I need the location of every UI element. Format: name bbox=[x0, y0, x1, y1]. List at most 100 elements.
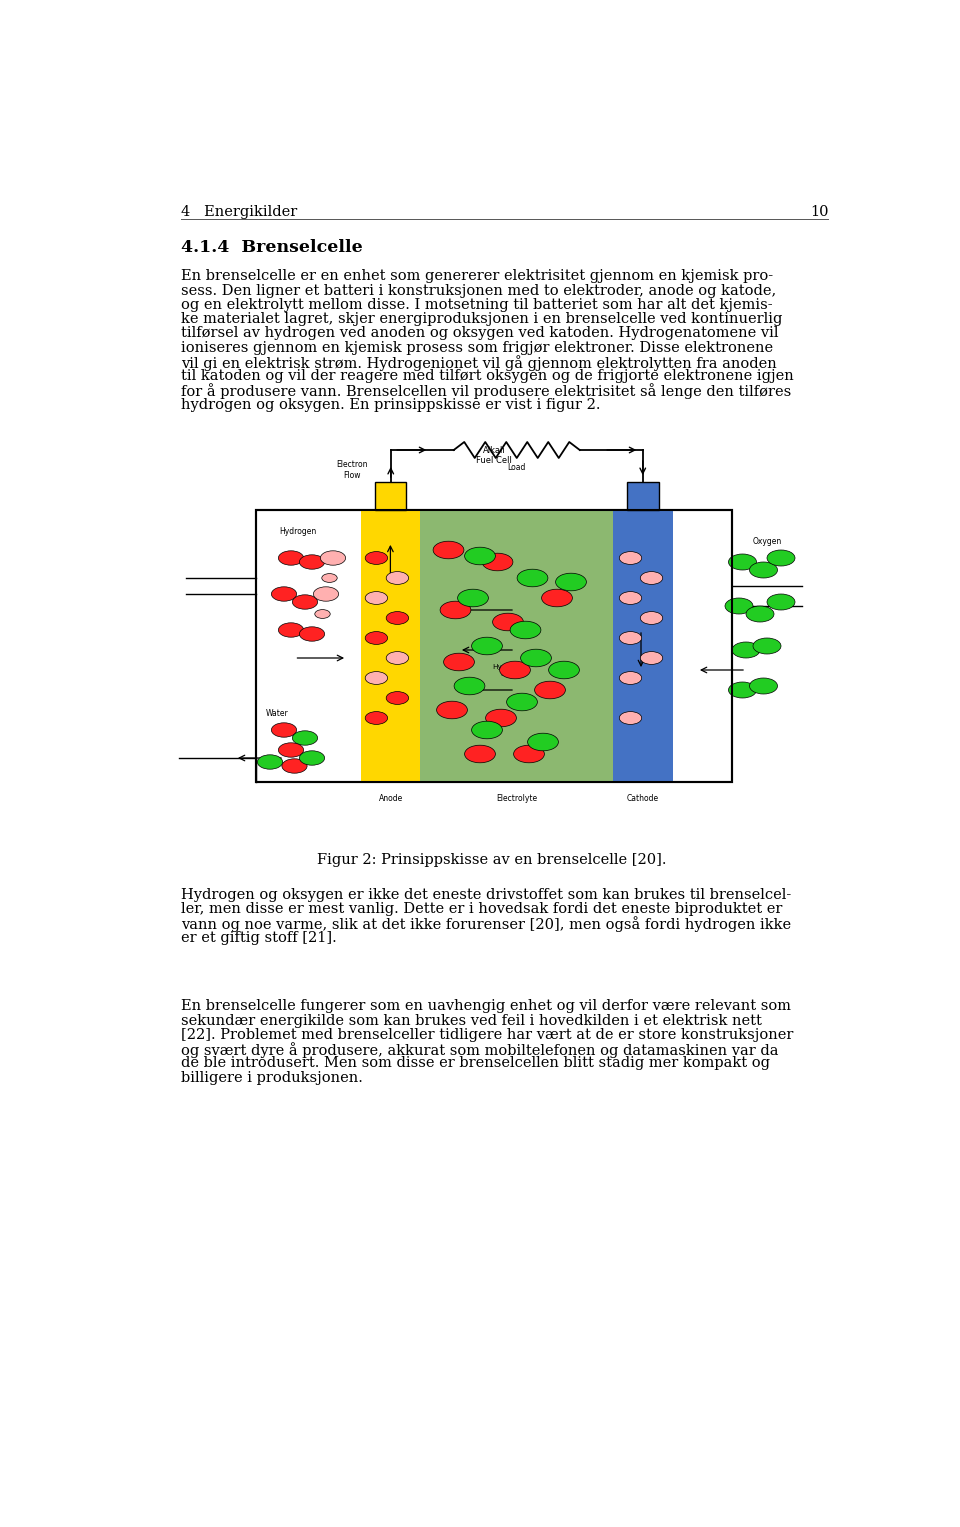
Text: hydrogen og oksygen. En prinsippskisse er vist i figur 2.: hydrogen og oksygen. En prinsippskisse e… bbox=[181, 397, 601, 412]
Circle shape bbox=[282, 759, 307, 773]
Circle shape bbox=[293, 731, 318, 745]
Text: Oxygen: Oxygen bbox=[753, 538, 781, 547]
Circle shape bbox=[541, 589, 572, 606]
Circle shape bbox=[640, 612, 662, 625]
Circle shape bbox=[386, 612, 409, 625]
Circle shape bbox=[619, 712, 641, 724]
Circle shape bbox=[278, 623, 303, 637]
Circle shape bbox=[640, 571, 662, 585]
Circle shape bbox=[517, 570, 548, 586]
Text: vann og noe varme, slik at det ikke forurenser [20], men også fordi hydrogen ikk: vann og noe varme, slik at det ikke foru… bbox=[181, 916, 791, 931]
Circle shape bbox=[313, 586, 339, 602]
Circle shape bbox=[732, 641, 760, 658]
Text: Anode: Anode bbox=[378, 794, 403, 803]
Circle shape bbox=[729, 554, 756, 570]
Circle shape bbox=[465, 745, 495, 764]
Circle shape bbox=[440, 602, 471, 618]
Text: [22]. Problemet med brenselceller tidligere har vært at de er store konstruksjon: [22]. Problemet med brenselceller tidlig… bbox=[181, 1028, 793, 1041]
Circle shape bbox=[482, 553, 513, 571]
Text: Figur 2: Prinsippskisse av en brenselcelle [20].: Figur 2: Prinsippskisse av en brenselcel… bbox=[317, 854, 667, 867]
Text: 4   Energikilder: 4 Energikilder bbox=[181, 205, 298, 218]
Circle shape bbox=[300, 626, 324, 641]
Circle shape bbox=[528, 733, 559, 751]
Text: og svært dyre å produsere, akkurat som mobiltelefonen og datamaskinen var da: og svært dyre å produsere, akkurat som m… bbox=[181, 1041, 779, 1058]
Circle shape bbox=[510, 621, 540, 638]
Circle shape bbox=[386, 692, 409, 704]
Circle shape bbox=[750, 678, 778, 693]
Circle shape bbox=[746, 606, 774, 621]
Bar bbox=[375, 483, 406, 510]
Circle shape bbox=[619, 672, 641, 684]
Text: til katoden og vil der reagere med tilført oksygen og de frigjorte elektronene i: til katoden og vil der reagere med tilfø… bbox=[181, 370, 794, 383]
Circle shape bbox=[365, 672, 388, 684]
Circle shape bbox=[272, 722, 297, 738]
Text: sekundær energikilde som kan brukes ved feil i hovedkilden i et elektrisk nett: sekundær energikilde som kan brukes ved … bbox=[181, 1014, 762, 1028]
Text: er et giftig stoff [21].: er et giftig stoff [21]. bbox=[181, 930, 337, 945]
Text: ke materialet lagret, skjer energiproduksjonen i en brenselcelle ved kontinuerli: ke materialet lagret, skjer energiproduk… bbox=[181, 312, 782, 327]
Circle shape bbox=[293, 596, 318, 609]
Circle shape bbox=[278, 551, 303, 565]
Circle shape bbox=[454, 676, 485, 695]
Circle shape bbox=[619, 632, 641, 644]
Text: En brenselcelle fungerer som en uavhengig enhet og vil derfor være relevant som: En brenselcelle fungerer som en uavhengi… bbox=[181, 1000, 791, 1014]
Text: ler, men disse er mest vanlig. Dette er i hovedsak fordi det eneste biproduktet : ler, men disse er mest vanlig. Dette er … bbox=[181, 902, 782, 916]
Text: ioniseres gjennom en kjemisk prosess som frigjør elektroner. Disse elektronene: ioniseres gjennom en kjemisk prosess som… bbox=[181, 341, 773, 354]
Circle shape bbox=[767, 550, 795, 567]
Text: Load: Load bbox=[508, 463, 526, 472]
Circle shape bbox=[548, 661, 580, 680]
Circle shape bbox=[640, 652, 662, 664]
Circle shape bbox=[471, 721, 502, 739]
Circle shape bbox=[365, 632, 388, 644]
Text: 10: 10 bbox=[810, 205, 828, 218]
Circle shape bbox=[458, 589, 489, 606]
Bar bbox=[361, 510, 420, 782]
Circle shape bbox=[725, 599, 753, 614]
Circle shape bbox=[535, 681, 565, 699]
Circle shape bbox=[444, 654, 474, 670]
Text: Alkali
Fuel Cell: Alkali Fuel Cell bbox=[476, 446, 512, 466]
Text: 4.1.4  Brenselcelle: 4.1.4 Brenselcelle bbox=[181, 238, 363, 255]
Text: sess. Den ligner et batteri i konstruksjonen med to elektroder, anode og katode,: sess. Den ligner et batteri i konstruksj… bbox=[181, 284, 777, 298]
Circle shape bbox=[365, 551, 388, 565]
Circle shape bbox=[492, 614, 523, 631]
Text: og en elektrolytt mellom disse. I motsetning til batteriet som har alt det kjemi: og en elektrolytt mellom disse. I motset… bbox=[181, 298, 773, 312]
Text: billigere i produksjonen.: billigere i produksjonen. bbox=[181, 1070, 363, 1084]
Text: Water: Water bbox=[266, 709, 288, 718]
Circle shape bbox=[619, 591, 641, 605]
Bar bbox=[627, 483, 659, 510]
Circle shape bbox=[315, 609, 330, 618]
Bar bbox=[256, 510, 732, 782]
Circle shape bbox=[465, 547, 495, 565]
Circle shape bbox=[619, 551, 641, 565]
Circle shape bbox=[750, 562, 778, 579]
Circle shape bbox=[272, 586, 297, 602]
Bar bbox=[420, 510, 613, 782]
Text: vil gi en elektrisk strøm. Hydrogenionet vil gå gjennom elektrolytten fra anoden: vil gi en elektrisk strøm. Hydrogenionet… bbox=[181, 354, 777, 371]
Circle shape bbox=[433, 541, 464, 559]
Circle shape bbox=[300, 751, 324, 765]
Circle shape bbox=[257, 754, 282, 770]
Circle shape bbox=[471, 637, 502, 655]
Circle shape bbox=[507, 693, 538, 710]
Circle shape bbox=[556, 573, 587, 591]
Bar bbox=[256, 510, 732, 782]
Text: for å produsere vann. Brenselcellen vil produsere elektrisitet så lenge den tilf: for å produsere vann. Brenselcellen vil … bbox=[181, 383, 791, 400]
Bar bbox=[613, 510, 673, 782]
Circle shape bbox=[386, 652, 409, 664]
Text: En brenselcelle er en enhet som genererer elektrisitet gjennom en kjemisk pro-: En brenselcelle er en enhet som generere… bbox=[181, 269, 773, 284]
Circle shape bbox=[753, 638, 781, 654]
Text: Electrolyte: Electrolyte bbox=[496, 794, 538, 803]
Circle shape bbox=[365, 591, 388, 605]
Text: tilførsel av hydrogen ved anoden og oksygen ved katoden. Hydrogenatomene vil: tilførsel av hydrogen ved anoden og oksy… bbox=[181, 327, 779, 341]
Text: de ble introdusert. Men som disse er brenselcellen blitt stadig mer kompakt og: de ble introdusert. Men som disse er bre… bbox=[181, 1057, 770, 1070]
Text: Hydrogen: Hydrogen bbox=[279, 527, 317, 536]
Text: Electron
Flow: Electron Flow bbox=[337, 460, 368, 479]
Circle shape bbox=[322, 574, 337, 582]
Circle shape bbox=[386, 571, 409, 585]
Text: Cathode: Cathode bbox=[627, 794, 659, 803]
Text: Hydrogen og oksygen er ikke det eneste drivstoffet som kan brukes til brenselcel: Hydrogen og oksygen er ikke det eneste d… bbox=[181, 887, 791, 902]
Text: Hydroxyl
Ions: Hydroxyl Ions bbox=[492, 664, 524, 676]
Circle shape bbox=[365, 712, 388, 724]
Circle shape bbox=[767, 594, 795, 609]
Circle shape bbox=[321, 551, 346, 565]
